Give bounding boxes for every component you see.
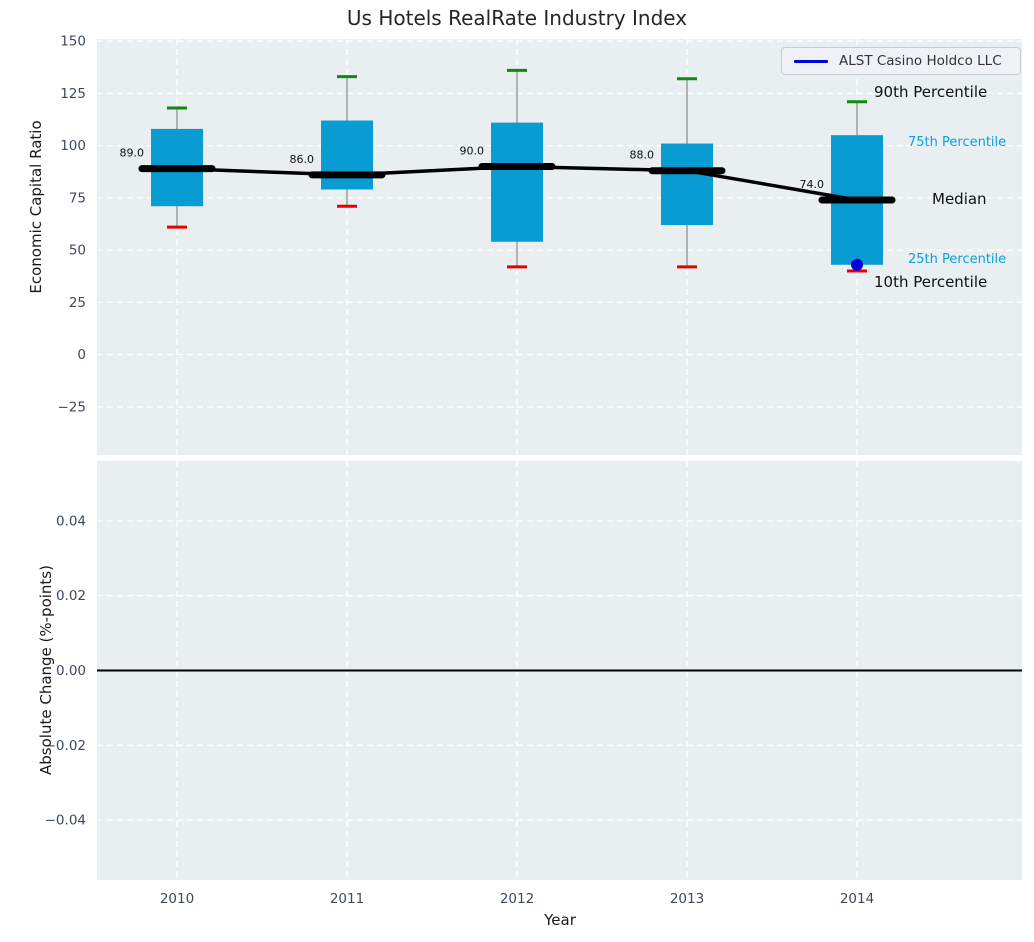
chart-title: Us Hotels RealRate Industry Index bbox=[346, 6, 688, 30]
x-axis-label: Year bbox=[544, 911, 576, 929]
xtick-year: 2012 bbox=[500, 891, 534, 907]
ytick-top: 25 bbox=[69, 295, 86, 311]
annotation-median: Median bbox=[932, 190, 987, 208]
annotation-75th-percentile: 75th Percentile bbox=[908, 135, 1007, 150]
legend-label: ALST Casino Holdco LLC bbox=[839, 53, 1002, 69]
top-panel bbox=[97, 39, 1022, 455]
median-value-label: 89.0 bbox=[120, 147, 145, 160]
y-axis-label-bottom: Absolute Change (%-points) bbox=[37, 565, 55, 775]
median-value-label: 90.0 bbox=[460, 145, 485, 158]
xtick-year: 2011 bbox=[330, 891, 364, 907]
median-value-label: 88.0 bbox=[630, 149, 655, 162]
company-point bbox=[851, 258, 863, 271]
box-2011 bbox=[321, 120, 373, 190]
ytick-bottom: −0.02 bbox=[45, 738, 86, 754]
legend-line-icon bbox=[794, 59, 828, 63]
legend: ALST Casino Holdco LLC bbox=[781, 47, 1021, 75]
ytick-bottom: 0.00 bbox=[56, 663, 86, 679]
ytick-bottom: 0.02 bbox=[56, 588, 86, 604]
ytick-top: 75 bbox=[69, 190, 86, 206]
annotation-25th-percentile: 25th Percentile bbox=[908, 252, 1007, 267]
ytick-top: 0 bbox=[77, 347, 86, 363]
ytick-top: −25 bbox=[58, 399, 87, 415]
box-2013 bbox=[661, 143, 713, 226]
ytick-top: 50 bbox=[69, 243, 86, 259]
ytick-bottom: −0.04 bbox=[45, 813, 86, 829]
xtick-year: 2014 bbox=[840, 891, 874, 907]
median-value-label: 86.0 bbox=[290, 153, 315, 166]
median-value-label: 74.0 bbox=[800, 178, 825, 191]
annotation-10th-percentile: 10th Percentile bbox=[874, 273, 988, 291]
xtick-year: 2013 bbox=[670, 891, 704, 907]
annotation-90th-percentile: 90th Percentile bbox=[874, 83, 988, 101]
ytick-top: 100 bbox=[60, 138, 86, 154]
box-2012 bbox=[491, 122, 543, 242]
ytick-bottom: 0.04 bbox=[56, 513, 86, 529]
xtick-year: 2010 bbox=[160, 891, 194, 907]
y-axis-label-top: Economic Capital Ratio bbox=[27, 120, 45, 294]
ytick-top: 125 bbox=[60, 86, 86, 102]
ytick-top: 150 bbox=[60, 34, 86, 50]
